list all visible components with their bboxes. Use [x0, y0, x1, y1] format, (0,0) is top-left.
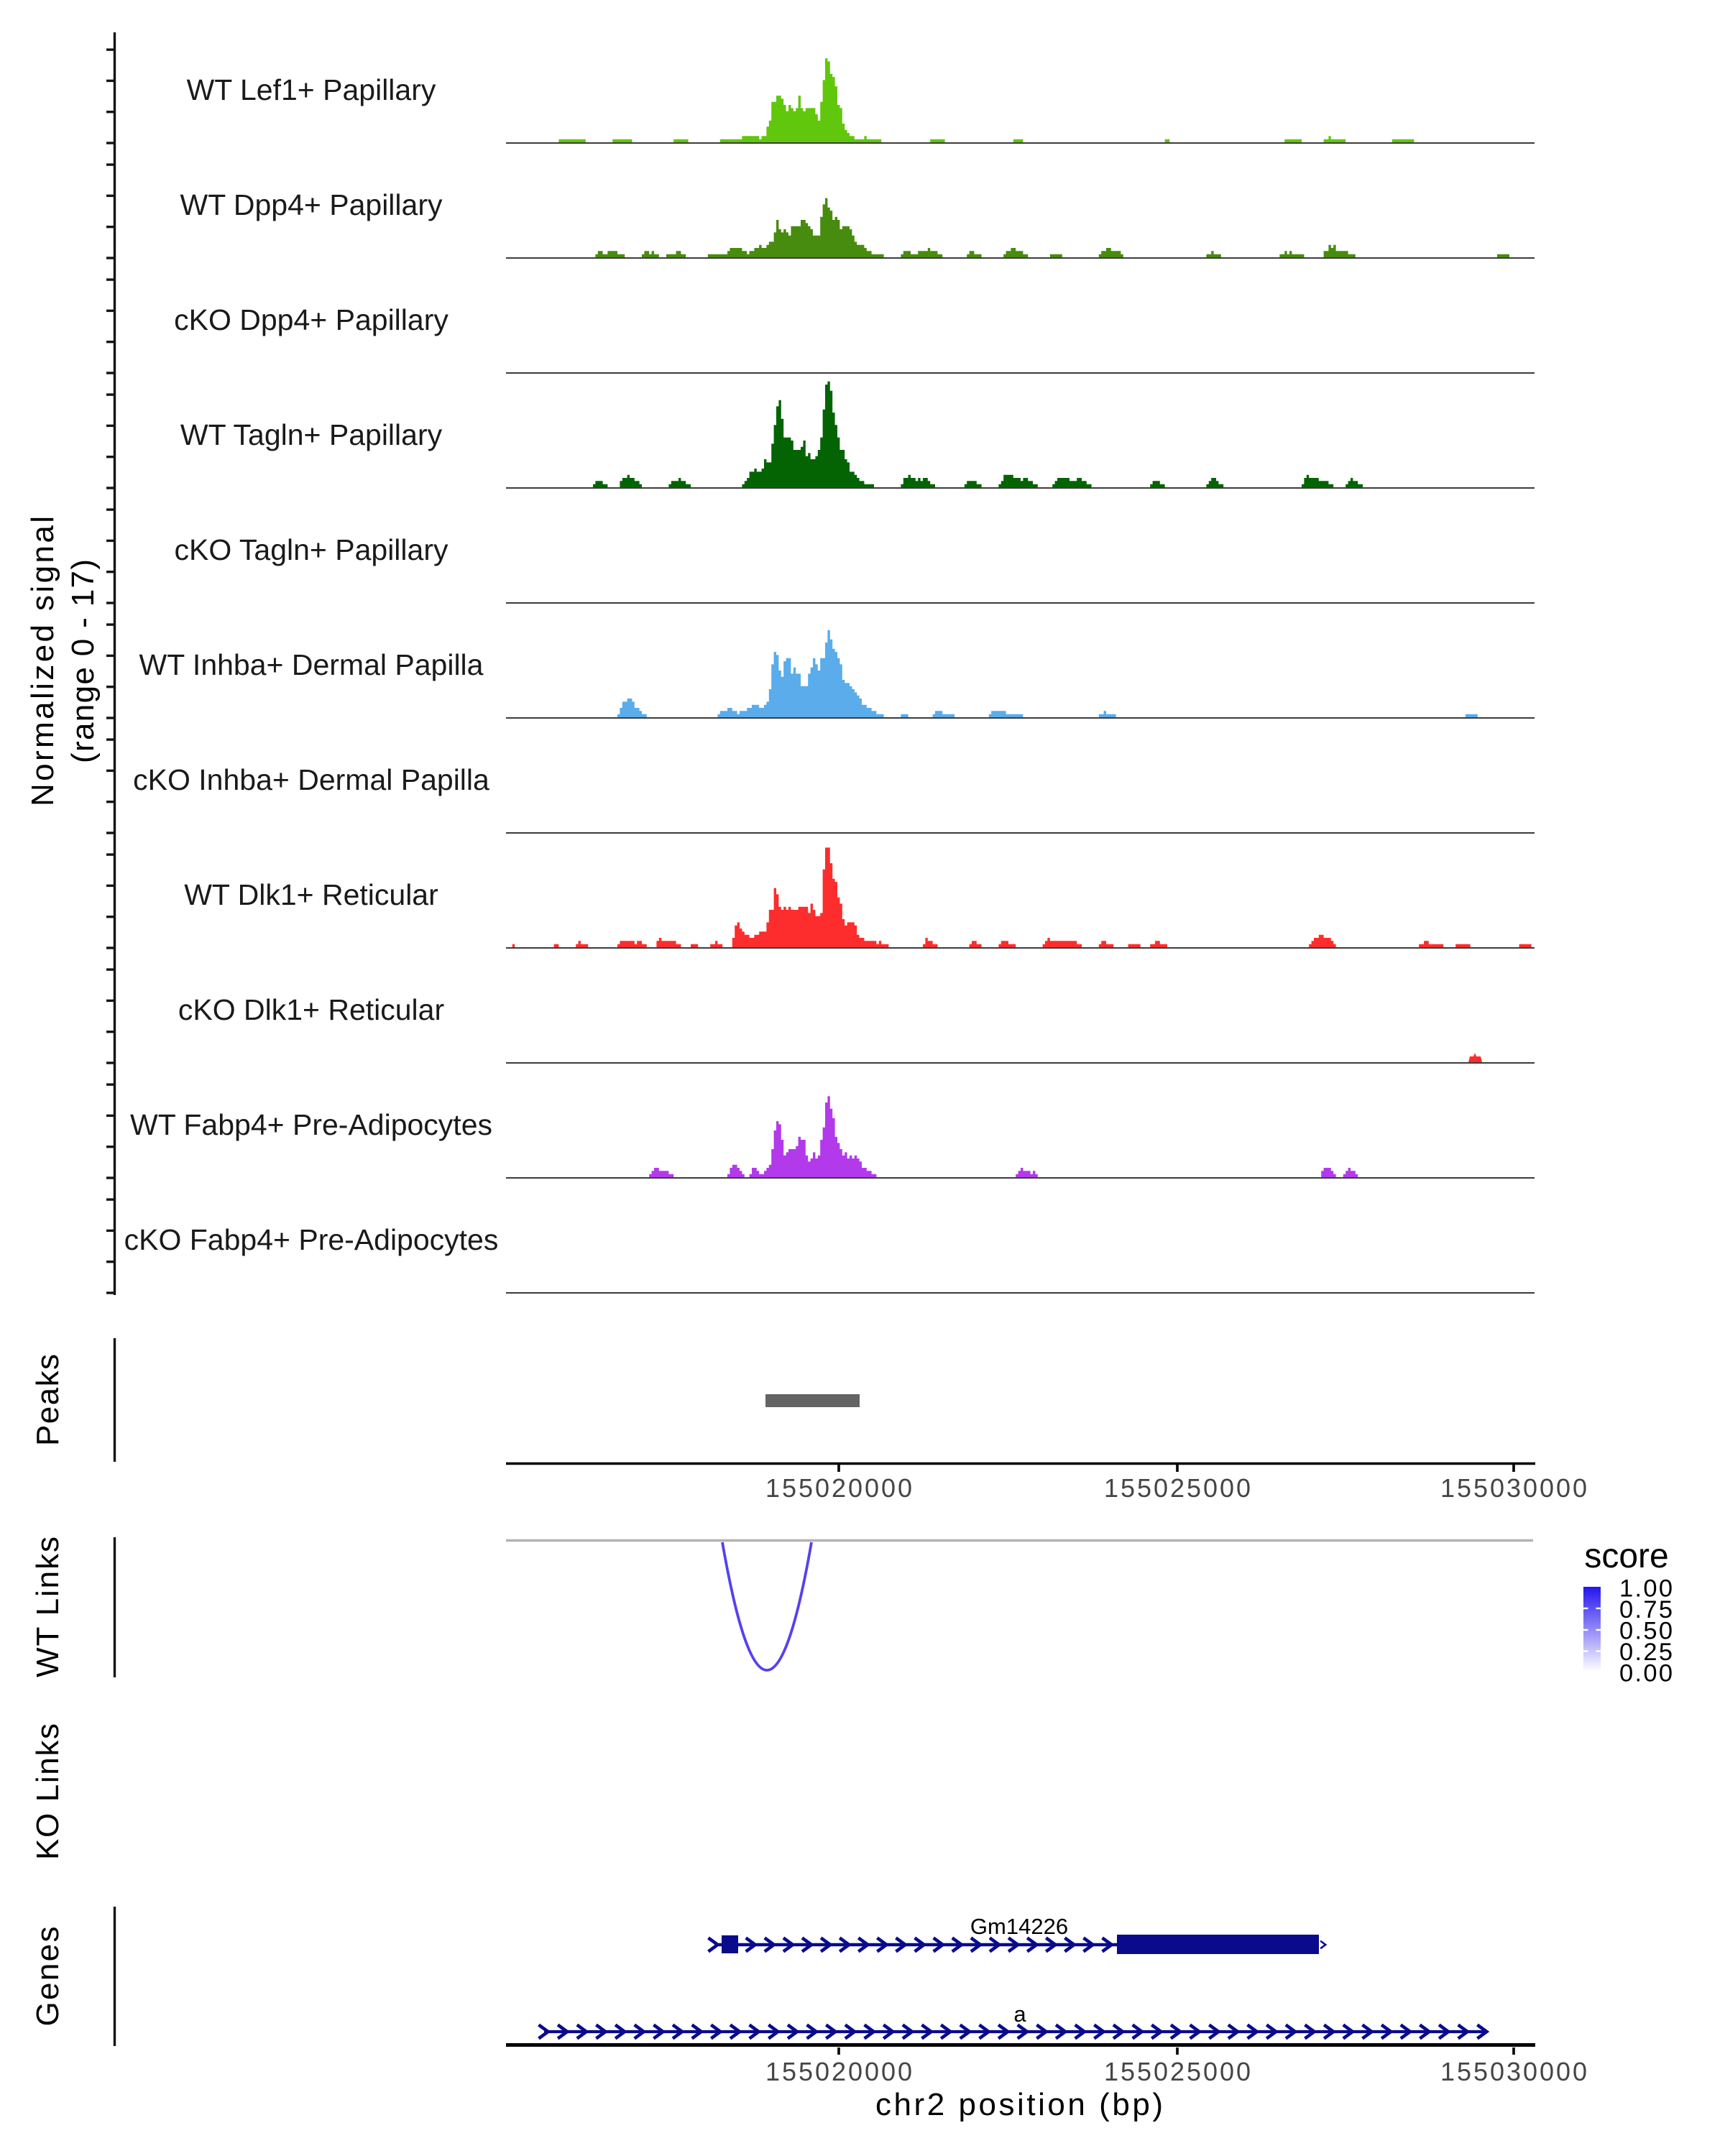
svg-text:Peaks: Peaks: [30, 1354, 65, 1446]
svg-text:1.00: 1.00: [1619, 1575, 1673, 1603]
svg-text:WT Fabp4+ Pre-Adipocytes: WT Fabp4+ Pre-Adipocytes: [130, 1108, 492, 1141]
svg-text:cKO Tagln+ Papillary: cKO Tagln+ Papillary: [175, 533, 448, 566]
svg-text:Genes: Genes: [30, 1927, 65, 2027]
svg-text:cKO Dlk1+ Reticular: cKO Dlk1+ Reticular: [178, 993, 444, 1026]
svg-text:Gm14226: Gm14226: [970, 1914, 1068, 1939]
svg-text:155030000: 155030000: [1440, 2057, 1587, 2086]
svg-text:cKO Inhba+ Dermal Papilla: cKO Inhba+ Dermal Papilla: [133, 763, 489, 796]
svg-text:WT Links: WT Links: [30, 1537, 65, 1677]
svg-text:cKO Dpp4+ Papillary: cKO Dpp4+ Papillary: [174, 303, 448, 336]
svg-text:WT Inhba+ Dermal Papilla: WT Inhba+ Dermal Papilla: [139, 648, 484, 681]
svg-text:WT Lef1+ Papillary: WT Lef1+ Papillary: [187, 73, 436, 106]
svg-text:WT Dpp4+ Papillary: WT Dpp4+ Papillary: [180, 188, 443, 221]
svg-text:chr2 position (bp): chr2 position (bp): [875, 2087, 1163, 2122]
svg-text:KO Links: KO Links: [30, 1723, 65, 1860]
svg-text:155025000: 155025000: [1104, 1473, 1251, 1503]
svg-text:cKO Fabp4+ Pre-Adipocytes: cKO Fabp4+ Pre-Adipocytes: [124, 1223, 499, 1256]
svg-text:155030000: 155030000: [1440, 1473, 1587, 1503]
svg-text:155025000: 155025000: [1104, 2057, 1251, 2086]
svg-text:0.75: 0.75: [1619, 1596, 1673, 1623]
svg-text:(range 0 - 17): (range 0 - 17): [65, 559, 101, 763]
svg-text:0.00: 0.00: [1619, 1660, 1673, 1687]
svg-text:0.50: 0.50: [1619, 1618, 1673, 1645]
svg-text:WT Tagln+ Papillary: WT Tagln+ Papillary: [180, 418, 443, 451]
svg-text:WT Dlk1+ Reticular: WT Dlk1+ Reticular: [184, 878, 438, 911]
svg-text:a: a: [1013, 2001, 1026, 2027]
svg-text:155020000: 155020000: [765, 1473, 912, 1503]
svg-text:155020000: 155020000: [765, 2057, 912, 2086]
svg-text:0.25: 0.25: [1619, 1639, 1673, 1666]
svg-text:score: score: [1584, 1537, 1668, 1575]
